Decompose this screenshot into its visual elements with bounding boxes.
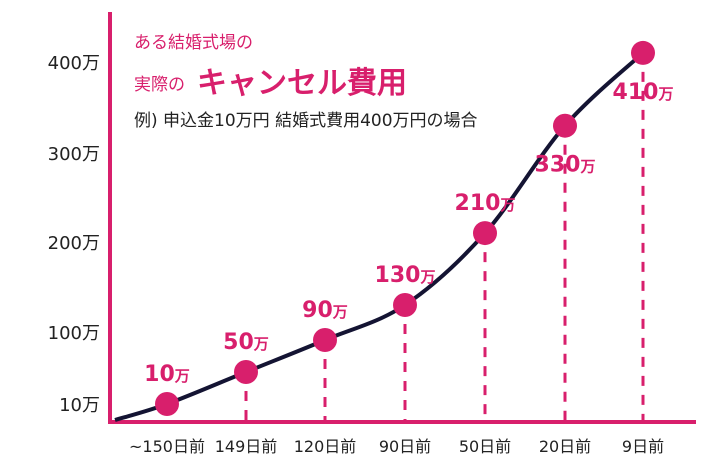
y-tick-label: 10万 [59, 395, 100, 416]
x-tick-label: 120日前 [294, 437, 357, 456]
data-label: 10万 [144, 362, 190, 387]
data-label-value: 210 [455, 191, 501, 216]
y-tick-label: 200万 [48, 233, 100, 254]
data-label-unit: 万 [174, 367, 190, 385]
data-label: 210万 [455, 191, 516, 216]
x-tick-label: 20日前 [539, 437, 591, 456]
chart-title-prefix: 実際の [134, 75, 185, 95]
data-label-value: 330 [535, 153, 581, 178]
data-label-value: 50 [223, 330, 254, 355]
data-point [313, 328, 337, 352]
chart-title-main: キャンセル費用 [197, 66, 407, 101]
data-label: 330万 [535, 153, 596, 178]
x-tick-label: 50日前 [459, 437, 511, 456]
data-point [155, 392, 179, 416]
data-label-unit: 万 [499, 196, 515, 214]
data-label: 90万 [302, 298, 348, 323]
x-tick-label: 90日前 [379, 437, 431, 456]
data-label-value: 10 [144, 362, 175, 387]
series-line [114, 51, 645, 422]
data-point [631, 40, 655, 65]
data-point [393, 293, 417, 317]
data-label-value: 90 [302, 298, 333, 323]
data-label-value: 130 [375, 263, 421, 288]
data-label: 410万 [613, 80, 674, 105]
data-label-unit: 万 [332, 303, 348, 321]
data-label: 130万 [375, 263, 436, 288]
y-tick-label: 400万 [48, 53, 100, 74]
data-label-unit: 万 [657, 85, 673, 103]
data-label-value: 410 [613, 80, 659, 105]
x-tick-label: ~150日前 [129, 437, 205, 456]
data-label: 50万 [223, 330, 269, 355]
data-point [473, 221, 497, 246]
data-label-unit: 万 [253, 335, 269, 353]
data-point [234, 360, 258, 384]
x-tick-label: 149日前 [215, 437, 278, 456]
x-tick-label: 9日前 [622, 437, 664, 456]
data-label-unit: 万 [579, 158, 595, 176]
chart-title-line1: ある結婚式場の [134, 33, 253, 53]
data-label-unit: 万 [419, 268, 435, 286]
y-tick-label: 100万 [48, 323, 100, 344]
chart-subtitle: 例) 申込金10万円 結婚式費用400万円の場合 [134, 111, 478, 131]
y-tick-label: 300万 [48, 144, 100, 165]
data-point [553, 113, 577, 138]
